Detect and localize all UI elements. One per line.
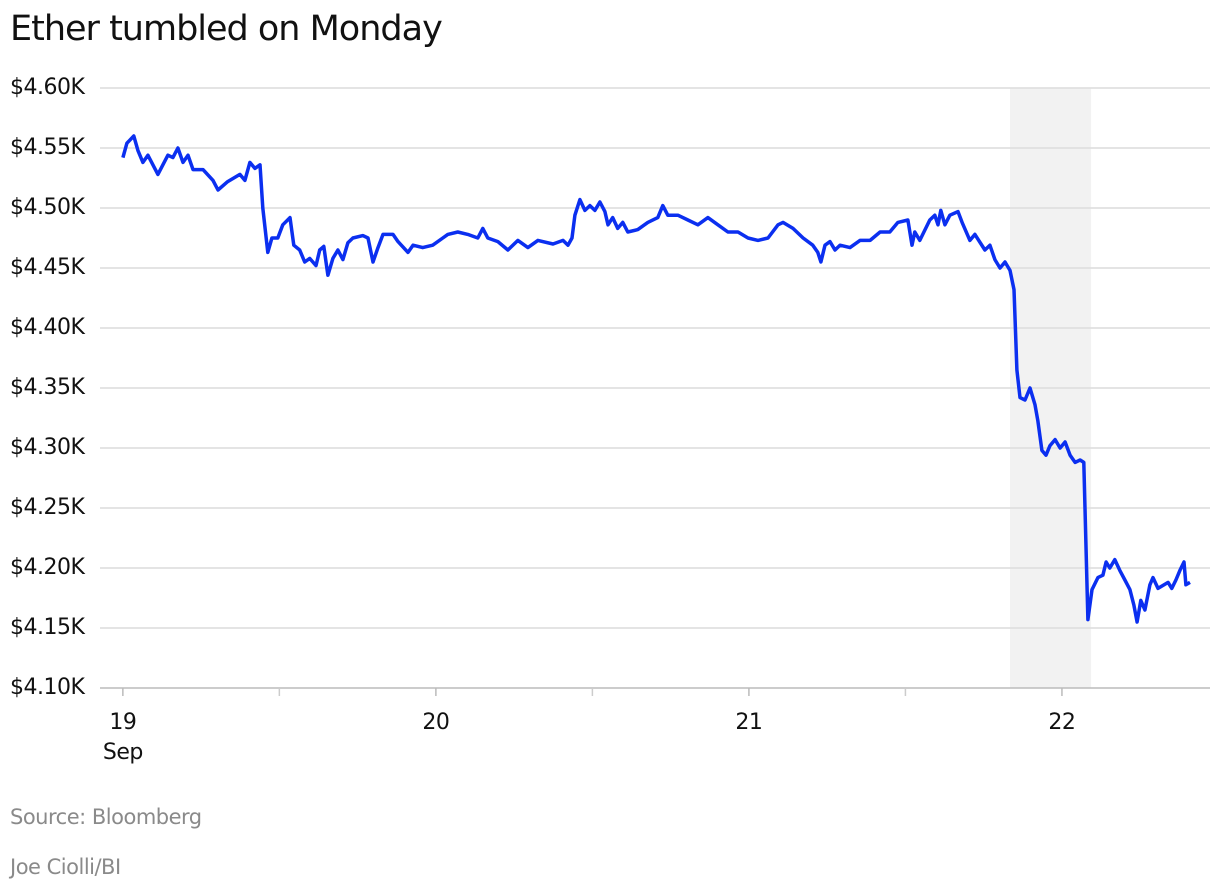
source: Source: Bloomberg (10, 805, 202, 829)
y-tick-label: $4.20K (10, 555, 85, 580)
y-tick-label: $4.10K (10, 675, 85, 700)
y-tick-label: $4.40K (10, 315, 85, 340)
y-tick-label: $4.25K (10, 495, 85, 520)
x-sublabel: Sep (103, 740, 143, 765)
x-tick-label: 22 (1048, 710, 1075, 735)
y-tick-label: $4.35K (10, 375, 85, 400)
y-tick-label: $4.60K (10, 75, 85, 100)
byline: Joe Ciolli/BI (8, 855, 121, 879)
x-tick-label: 21 (735, 710, 762, 735)
x-tick-label: 19 (109, 710, 136, 735)
y-tick-label: $4.15K (10, 615, 85, 640)
y-tick-label: $4.45K (10, 255, 85, 280)
y-tick-label: $4.55K (10, 135, 85, 160)
chart-title: Ether tumbled on Monday (10, 9, 442, 49)
x-tick-label: 20 (422, 710, 449, 735)
y-tick-label: $4.30K (10, 435, 85, 460)
y-tick-label: $4.50K (10, 195, 85, 220)
price-line (121, 134, 1191, 624)
